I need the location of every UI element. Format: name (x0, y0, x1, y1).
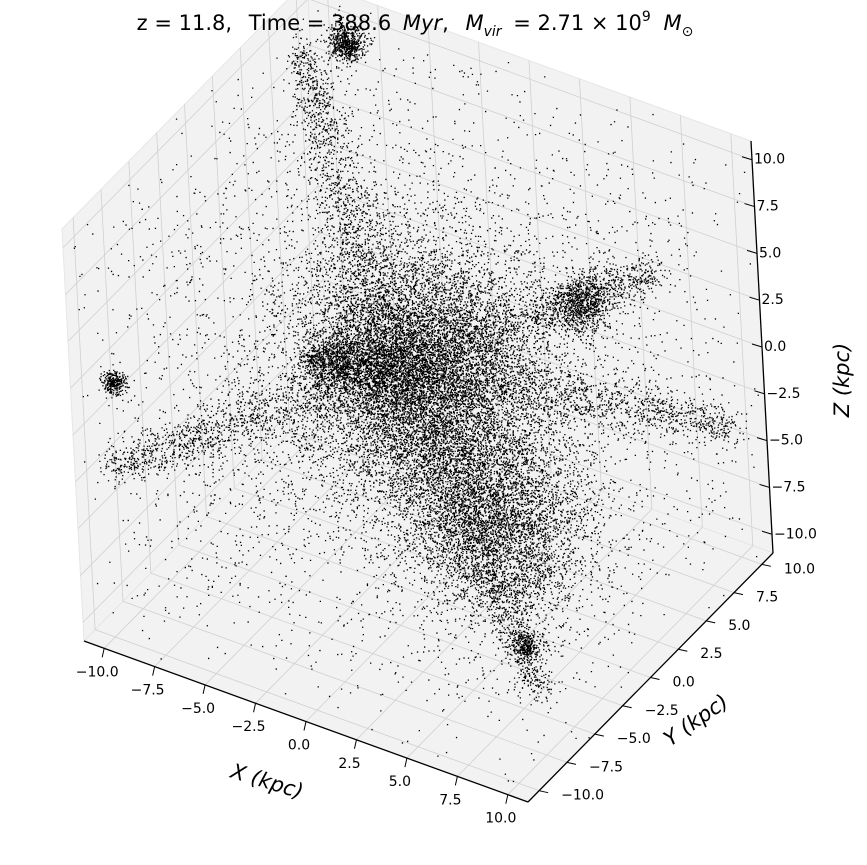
y-tick-label: −2.5 (645, 703, 679, 719)
y-tick-mark (733, 592, 744, 596)
x-tick-mark (202, 684, 206, 695)
x-tick-label: 0.0 (288, 738, 310, 754)
y-tick-label: 0.0 (673, 675, 695, 691)
chart-title: z = 11.8, Time = 388.6 Myr, Mvir = 2.71 … (137, 2, 694, 41)
x-tick-mark (505, 794, 509, 804)
z-tick-label: 5.0 (759, 245, 781, 261)
grid-line (679, 115, 703, 528)
x-tick-label: −10.0 (76, 664, 119, 680)
x-tick-mark (253, 703, 257, 713)
z-tick-mark (759, 483, 770, 488)
y-tick-label: 10.0 (784, 561, 815, 577)
grid-line (206, 516, 651, 678)
y-tick-label: 5.0 (728, 618, 750, 634)
x-tick-label: 10.0 (485, 811, 516, 827)
z-tick-label: −5.0 (769, 433, 803, 449)
x-axis-label: X (kpc) (227, 759, 306, 804)
y-tick-label: 2.5 (700, 646, 722, 662)
grid-line (315, 138, 760, 301)
z-tick-mark (754, 390, 765, 395)
z-tick-mark (744, 203, 755, 208)
grid-lines (62, 0, 773, 795)
grid-line (239, 47, 263, 460)
x-tick-mark (454, 776, 458, 786)
z-tick-label: −2.5 (767, 386, 801, 402)
y-tick-mark (650, 677, 660, 680)
x-tick-label: −5.0 (181, 701, 215, 717)
grid-line (312, 91, 758, 254)
z-tick-label: 10.0 (754, 152, 785, 168)
grid-line (629, 97, 653, 510)
grid-line (507, 545, 754, 795)
z-tick-label: −7.5 (772, 480, 806, 496)
x-tick-label: −2.5 (232, 719, 266, 735)
y-tick-mark (706, 620, 716, 624)
grid-line (267, 19, 291, 432)
x-tick-mark (353, 739, 357, 749)
grid-line (65, 45, 311, 295)
y-tick-mark (622, 705, 632, 709)
grid-line (730, 133, 754, 546)
y-tick-label: −5.0 (617, 731, 651, 747)
x-tick-label: 5.0 (389, 774, 411, 790)
x-tick-mark (303, 721, 307, 731)
grid-line (457, 527, 703, 777)
z-axis-label: Z (kpc) (830, 343, 854, 418)
z-tick-mark (741, 156, 753, 161)
y-tick-label: 7.5 (756, 590, 778, 606)
z-tick-mark (749, 296, 760, 301)
z-tick-mark (761, 530, 773, 535)
x-tick-label: 2.5 (338, 756, 360, 772)
grid-line (406, 508, 653, 759)
y-tick-label: −10.0 (561, 788, 604, 804)
grid-line (310, 45, 755, 207)
z-tick-mark (746, 249, 758, 254)
particle-points (73, 5, 759, 783)
y-tick-label: −7.5 (589, 759, 623, 775)
y-tick-mark (594, 733, 604, 737)
particle-markers (73, 5, 759, 783)
y-tick-mark (678, 648, 688, 652)
z-tick-label: −10.0 (774, 526, 817, 542)
y-tick-mark (566, 761, 577, 765)
grid-line (317, 185, 763, 348)
z-tick-label: 7.5 (757, 199, 779, 215)
x-tick-mark (404, 757, 408, 768)
x-tick-label: 7.5 (439, 792, 461, 808)
x-tick-mark (152, 666, 156, 676)
x-tick-mark (101, 648, 105, 658)
y-axis-label: Y (kpc) (659, 690, 733, 751)
x-tick-label: −7.5 (131, 683, 165, 699)
grid-line (234, 487, 679, 650)
z-tick-label: 0.0 (764, 339, 786, 355)
grid-line (356, 490, 602, 741)
grid-line (70, 138, 316, 389)
y-tick-mark (761, 563, 771, 567)
z-tick-mark (756, 437, 768, 442)
axis-ticks: −10.0 −10.0 −10.0 −7.5 −7.5 −7.5 −5.0 −5.0 −5.0 −… (76, 152, 817, 827)
grid-line (310, 0, 753, 161)
z-tick-label: 2.5 (762, 292, 784, 308)
grid-line (295, 0, 319, 404)
grid-line (62, 0, 308, 249)
y-tick-mark (539, 790, 549, 794)
z-tick-mark (751, 343, 763, 348)
